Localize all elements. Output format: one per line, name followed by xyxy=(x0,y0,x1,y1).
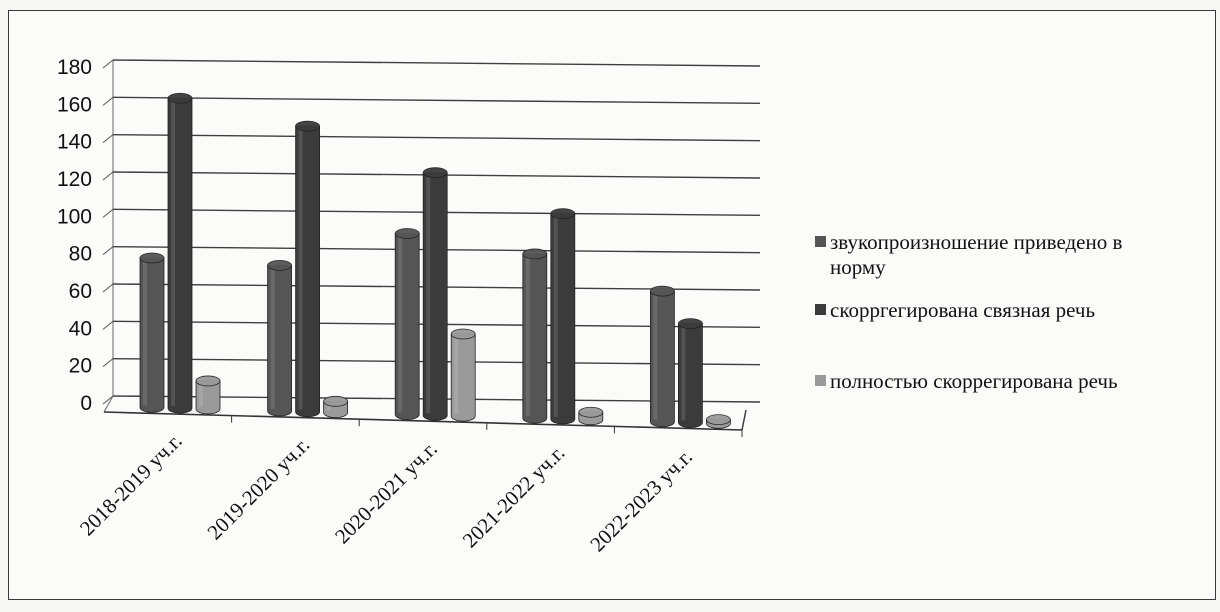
bar xyxy=(267,259,293,417)
bar xyxy=(706,414,731,429)
y-tick-label: 100 xyxy=(57,205,92,228)
bar xyxy=(678,318,703,428)
x-category-label: 2022-2023 уч.г. xyxy=(585,445,697,557)
y-tick-label: 20 xyxy=(69,355,92,378)
gridline xyxy=(112,59,761,67)
grid-side-connector xyxy=(102,358,114,368)
bar xyxy=(450,328,476,422)
y-tick-label: 140 xyxy=(57,131,92,154)
grid-side-connector xyxy=(102,96,114,106)
grid-side-connector xyxy=(102,59,114,69)
grid-side-connector xyxy=(102,283,114,293)
bar xyxy=(522,248,548,424)
legend-swatch-speech xyxy=(815,304,826,315)
grid-side-connector xyxy=(102,171,114,181)
bar xyxy=(167,92,193,414)
grid-side-connector xyxy=(102,208,114,218)
bar xyxy=(578,406,604,426)
x-category-label: 2018-2019 уч.г. xyxy=(75,429,187,541)
y-tick-label: 0 xyxy=(80,392,92,415)
bar xyxy=(139,252,165,413)
grid-side-connector xyxy=(102,246,114,256)
grid-side-connector xyxy=(102,134,114,144)
legend-item-full: полностью скоррегирована речь xyxy=(815,369,1210,394)
x-category-label: 2021-2022 уч.г. xyxy=(458,441,570,553)
x-category-label: 2019-2020 уч.г. xyxy=(202,433,314,545)
bar xyxy=(195,375,221,415)
legend-item-sound: звукопроизношение приведено в норму xyxy=(815,230,1210,280)
y-tick-label: 40 xyxy=(69,317,92,340)
bar xyxy=(323,395,349,418)
legend: звукопроизношение приведено в норму скор… xyxy=(815,230,1210,394)
legend-label-sound: звукопроизношение приведено в норму xyxy=(830,230,1123,279)
floor-side-edge xyxy=(103,395,114,413)
y-tick-label: 60 xyxy=(69,280,92,303)
legend-item-speech: скорргегирована связная речь xyxy=(815,298,1210,323)
bar xyxy=(422,167,448,421)
y-tick-label: 120 xyxy=(57,168,92,191)
gridline xyxy=(112,133,761,142)
floor-right-edge xyxy=(741,409,747,431)
chart-frame xyxy=(8,10,1216,600)
grid-side-connector xyxy=(102,320,114,330)
legend-label-speech: скорргегирована связная речь xyxy=(830,298,1096,322)
y-tick-label: 80 xyxy=(69,243,92,266)
bar xyxy=(650,285,675,428)
floor-front-edge xyxy=(103,411,743,431)
bar xyxy=(550,208,576,425)
legend-label-full: полностью скоррегирована речь xyxy=(830,369,1118,393)
legend-swatch-sound xyxy=(815,236,826,247)
bar xyxy=(295,120,321,418)
gridline xyxy=(112,96,761,105)
y-tick-label: 180 xyxy=(57,56,92,79)
grid-side-connector xyxy=(102,395,114,405)
y-tick-label: 160 xyxy=(57,93,92,116)
x-category-label: 2020-2021 уч.г. xyxy=(330,437,442,549)
legend-swatch-full xyxy=(815,375,826,386)
bar xyxy=(394,228,420,420)
